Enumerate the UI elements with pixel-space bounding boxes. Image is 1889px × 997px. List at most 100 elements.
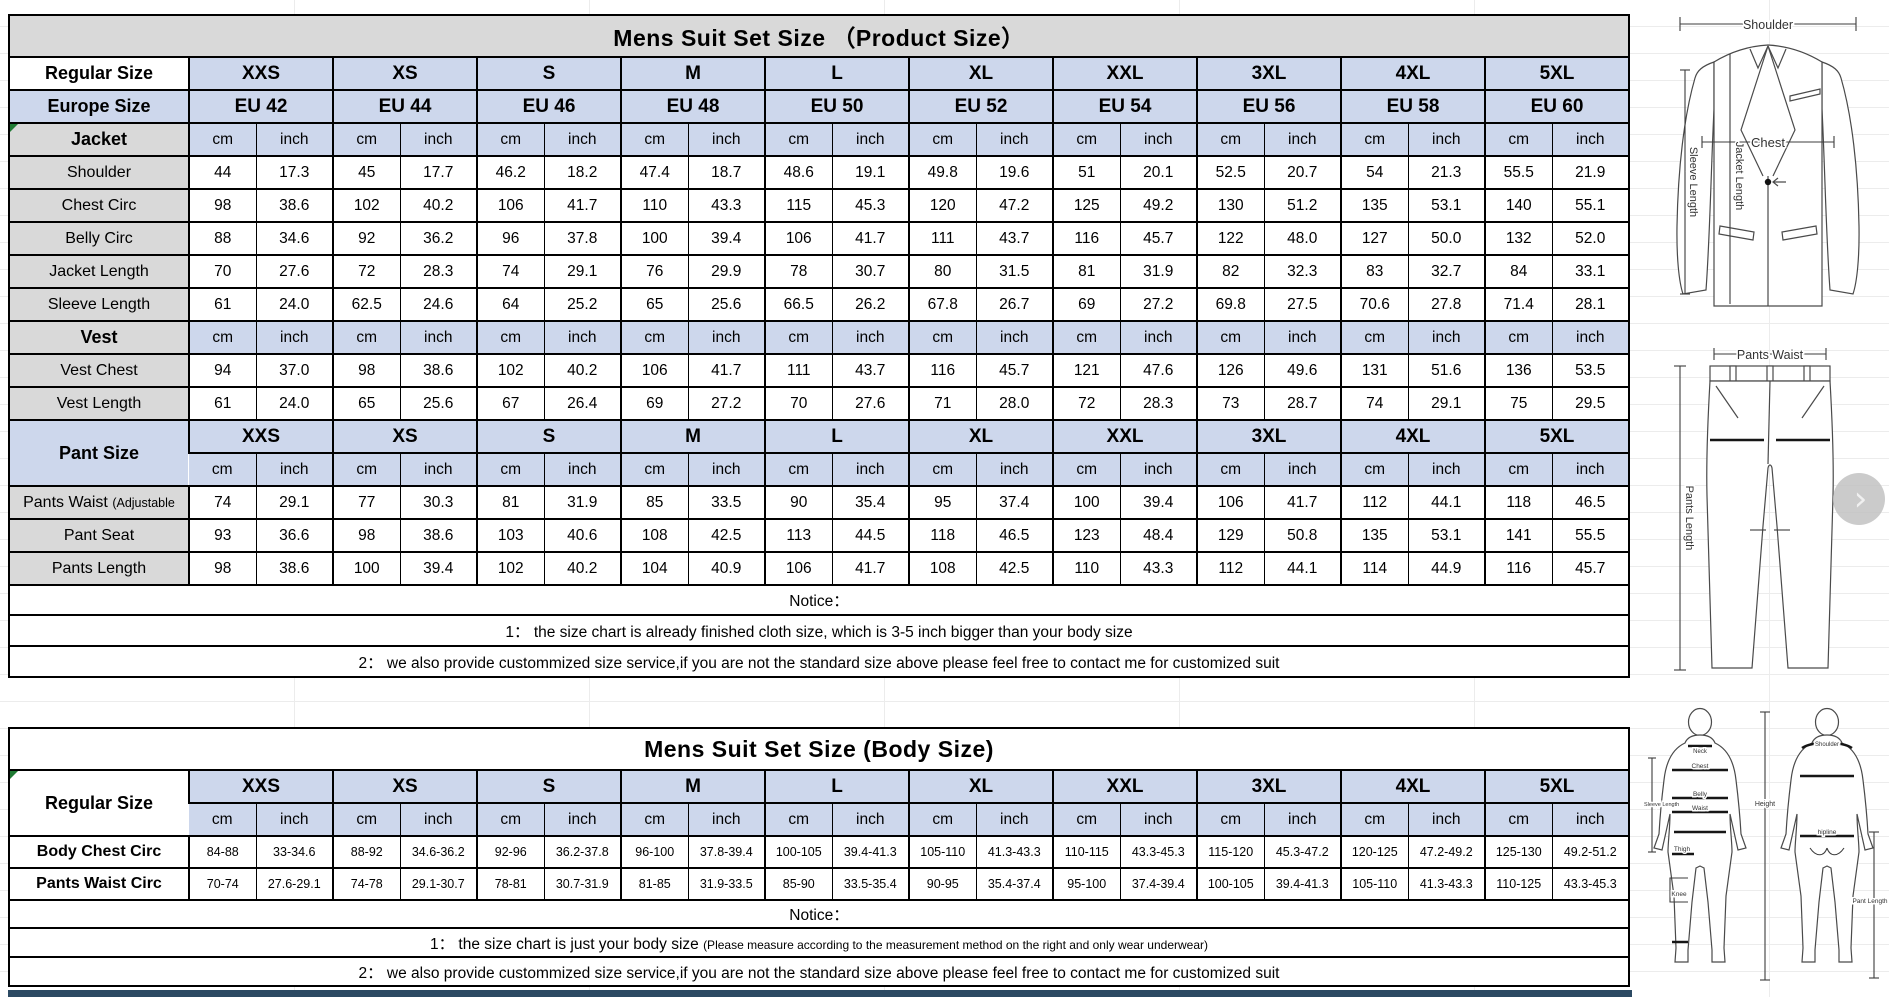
unit-cm-cell: cm [764, 122, 832, 156]
value-cell: 135 [1340, 188, 1408, 222]
unit-cm-cell: cm [332, 802, 400, 836]
value-cell: 55.5 [1551, 518, 1629, 552]
value-cell: 30.7-31.9 [543, 867, 621, 900]
value-cell: 36.2-37.8 [543, 835, 621, 868]
value-cell: 100-105 [764, 835, 832, 868]
value-cell: 25.2 [543, 287, 621, 321]
unit-cm-cell: cm [1052, 802, 1120, 836]
pant-size-label: Pant Size [9, 419, 189, 486]
value-cell: 135 [1340, 518, 1408, 552]
table-row: Vest cm inch cm inch cm inch cm inch cm inch cm inch… [9, 320, 1629, 354]
value-cell: 41.3-43.3 [1407, 867, 1485, 900]
unit-cm-cell: cm [188, 122, 256, 156]
value-cell: 27.6 [831, 386, 909, 420]
row-label: Pants Waist (Adjustable [9, 485, 189, 519]
value-cell: 104 [620, 551, 688, 585]
unit-cm-cell: cm [1340, 802, 1408, 836]
jacket-shoulder-label: Shoulder [1743, 18, 1793, 32]
table-row: Notice： [9, 899, 1629, 928]
value-cell: 28.1 [1551, 287, 1629, 321]
value-cell: 65 [332, 386, 400, 420]
table-row: Vest Length 61 24.0 65 25.6 67 26.4 69 27.2 70 27.… [9, 386, 1629, 420]
value-cell: 41.7 [687, 353, 765, 387]
unit-inch-cell: inch [1119, 452, 1197, 486]
value-cell: 47.2-49.2 [1407, 835, 1485, 868]
value-cell: 115-120 [1196, 835, 1264, 868]
value-cell: 39.4 [687, 221, 765, 255]
size-header-cell: 4XL [1340, 419, 1485, 453]
value-cell: 28.3 [1119, 386, 1197, 420]
value-cell: 31.9 [1119, 254, 1197, 288]
size-header-cell: M [620, 56, 765, 90]
eu-size-cell: EU 42 [188, 89, 333, 123]
value-cell: 48.4 [1119, 518, 1197, 552]
value-cell: 106 [476, 188, 544, 222]
value-cell: 69 [1052, 287, 1120, 321]
jacket-body [1713, 44, 1823, 307]
value-cell: 25.6 [399, 386, 477, 420]
value-cell: 74-78 [332, 867, 400, 900]
value-cell: 45 [332, 155, 400, 189]
value-cell: 103 [476, 518, 544, 552]
value-cell: 85-90 [764, 867, 832, 900]
eu-size-cell: EU 58 [1340, 89, 1485, 123]
value-cell: 31.9 [543, 485, 621, 519]
value-cell: 41.7 [831, 221, 909, 255]
value-cell: 82 [1196, 254, 1264, 288]
unit-inch-cell: inch [399, 320, 477, 354]
unit-cm-cell: cm [908, 320, 976, 354]
value-cell: 102 [476, 551, 544, 585]
value-cell: 51 [1052, 155, 1120, 189]
carousel-next-button[interactable]: › [1833, 473, 1885, 525]
europe-size-label: Europe Size [9, 89, 189, 123]
value-cell: 34.6-36.2 [399, 835, 477, 868]
table-row: cm inch cm inch cm inch cm inch cm inch cm inch cm in… [9, 802, 1629, 836]
unit-inch-cell: inch [687, 320, 765, 354]
row-label: Jacket Length [9, 254, 189, 288]
value-cell: 136 [1484, 353, 1552, 387]
body-table-title: Mens Suit Set Size (Body Size) [9, 727, 1629, 770]
size-header-cell: M [620, 769, 765, 803]
value-cell: 51.6 [1407, 353, 1485, 387]
value-cell: 77 [332, 485, 400, 519]
row-label: Vest Length [9, 386, 189, 420]
unit-inch-cell: inch [831, 320, 909, 354]
unit-cm-cell: cm [332, 452, 400, 486]
unit-cm-cell: cm [476, 452, 544, 486]
value-cell: 27.2 [1119, 287, 1197, 321]
value-cell: 37.8-39.4 [687, 835, 765, 868]
value-cell: 24.6 [399, 287, 477, 321]
value-cell: 94 [188, 353, 256, 387]
value-cell: 69 [620, 386, 688, 420]
jacket-left-sleeve [1676, 61, 1715, 295]
table-row: 1： the size chart is already finished cl… [9, 614, 1629, 646]
value-cell: 106 [620, 353, 688, 387]
row-label: Chest Circ [9, 188, 189, 222]
unit-cm-cell: cm [476, 802, 544, 836]
unit-cm-cell: cm [189, 802, 256, 836]
value-cell: 18.7 [687, 155, 765, 189]
value-cell: 41.7 [831, 551, 909, 585]
value-cell: 92-96 [476, 835, 544, 868]
notice-title: Notice： [9, 899, 1629, 928]
unit-cm-cell: cm [1484, 122, 1552, 156]
regular-size-label: Regular Size [9, 769, 189, 836]
value-cell: 72 [1052, 386, 1120, 420]
value-cell: 67 [476, 386, 544, 420]
value-cell: 88-92 [332, 835, 400, 868]
table-row: Sleeve Length 61 24.0 62.5 24.6 64 25.2 65 25.6 6… [9, 287, 1629, 321]
jacket-measurement-diagram: Shoulder Chest Jacket Length Sleeve Leng… [1652, 4, 1884, 332]
jacket-length-label: Jacket Length [1733, 142, 1745, 211]
size-header-cell: 3XL [1196, 419, 1341, 453]
value-cell: 90-95 [908, 867, 976, 900]
unit-cm-cell: cm [620, 320, 688, 354]
value-cell: 55.5 [1484, 155, 1552, 189]
notice-line: 1： the size chart is just your body size… [9, 927, 1629, 957]
unit-inch-cell: inch [543, 122, 621, 156]
table-row: Regular Size XXS XS S M L XL XXL 3XL 4XL 5XL [9, 56, 1629, 90]
notice-small: (Please measure according to the measure… [703, 937, 1209, 952]
unit-cm-cell: cm [1052, 452, 1120, 486]
value-cell: 20.7 [1263, 155, 1341, 189]
unit-inch-cell: inch [1119, 802, 1197, 836]
value-cell: 24.0 [255, 287, 333, 321]
